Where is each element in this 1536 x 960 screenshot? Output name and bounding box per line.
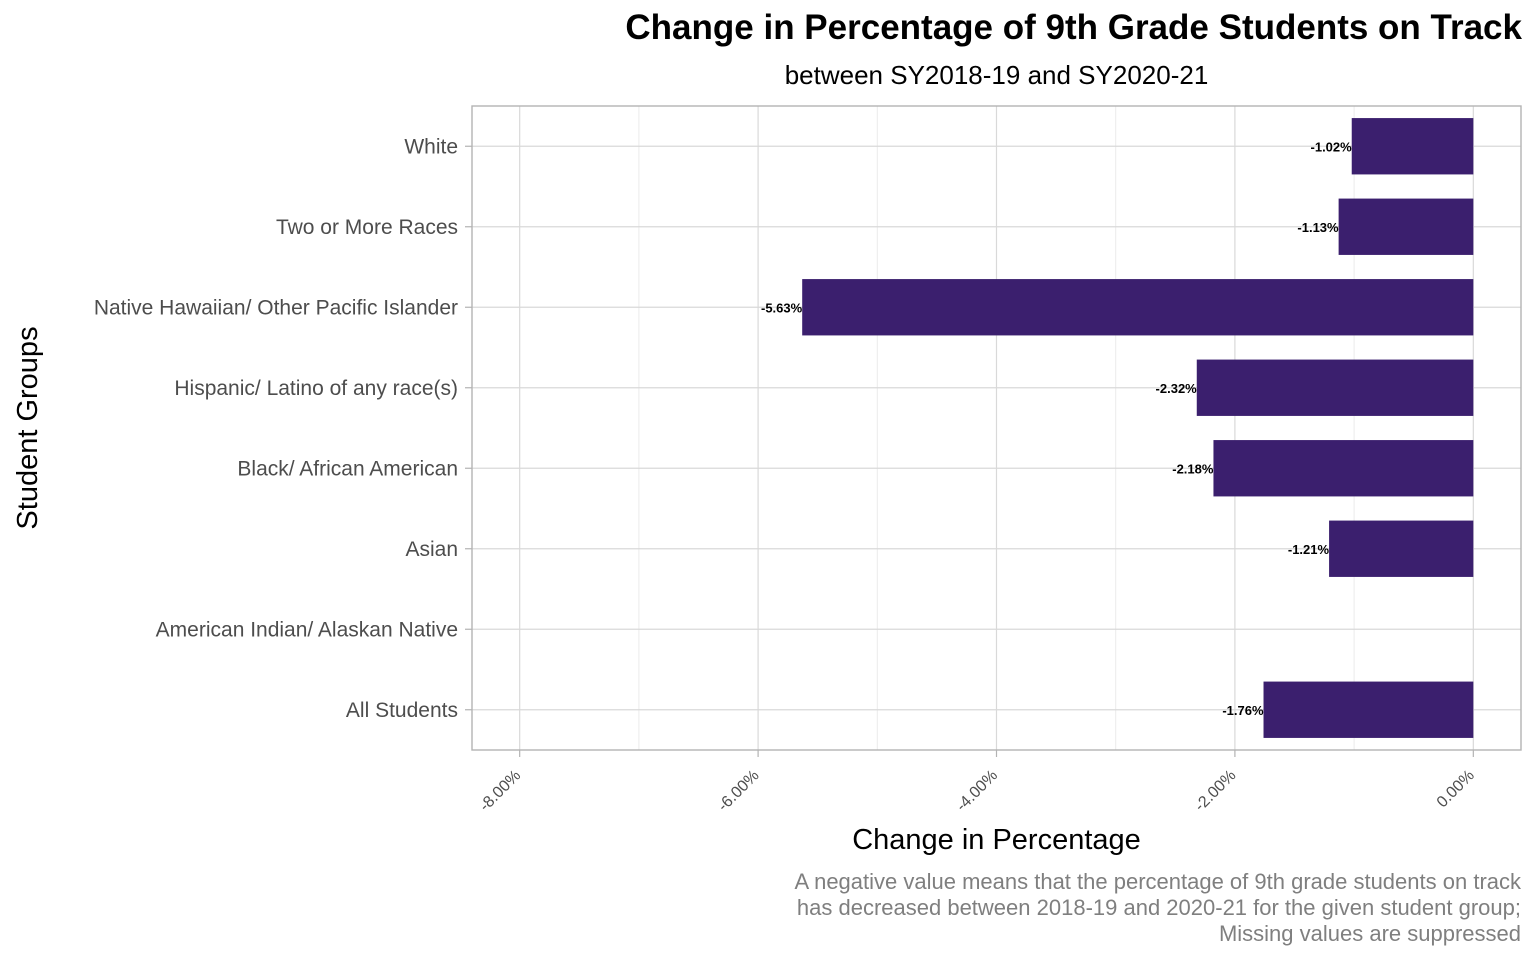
- y-tick-label: American Indian/ Alaskan Native: [156, 618, 458, 641]
- bar: [1351, 118, 1474, 175]
- chart-caption: A negative value means that the percenta…: [621, 869, 1521, 947]
- y-tick-label: Black/ African American: [237, 457, 458, 480]
- x-tick-label: 0.00%: [1434, 767, 1478, 811]
- bar: [802, 279, 1474, 336]
- y-tick-label: Two or More Races: [276, 216, 458, 239]
- x-axis-title: Change in Percentage: [852, 824, 1141, 856]
- y-tick-label: Hispanic/ Latino of any race(s): [174, 377, 458, 400]
- y-tick-label: Asian: [405, 538, 458, 561]
- data-label: -2.32%: [1156, 381, 1198, 396]
- bar: [1329, 520, 1474, 577]
- data-label: -1.76%: [1222, 703, 1264, 718]
- chart-subtitle: between SY2018-19 and SY2020-21: [784, 60, 1209, 90]
- caption-line-3: Missing values are suppressed: [1218, 921, 1521, 946]
- y-tick-label: All Students: [346, 699, 458, 722]
- x-tick-label: -8.00%: [476, 767, 524, 815]
- caption-line-2: has decreased between 2018-19 and 2020-2…: [796, 895, 1521, 920]
- bar: [1263, 681, 1474, 738]
- bar: [1213, 440, 1474, 497]
- data-label: -2.18%: [1172, 461, 1214, 476]
- x-tick-label: -6.00%: [715, 767, 763, 815]
- y-tick-label: Native Hawaiian/ Other Pacific Islander: [94, 296, 458, 319]
- x-tick-label: -4.00%: [953, 767, 1001, 815]
- data-label: -5.63%: [761, 300, 803, 315]
- x-tick-label: -2.00%: [1192, 767, 1240, 815]
- caption-line-1: A negative value means that the percenta…: [794, 869, 1521, 894]
- y-axis-title: Student Groups: [12, 326, 44, 529]
- data-label: -1.21%: [1288, 542, 1330, 557]
- data-label: -1.13%: [1297, 220, 1339, 235]
- chart-title: Change in Percentage of 9th Grade Studen…: [625, 8, 1522, 47]
- data-label: -1.02%: [1311, 139, 1353, 154]
- bar: [1196, 359, 1474, 416]
- y-tick-label: White: [404, 135, 458, 158]
- bar: [1338, 198, 1474, 255]
